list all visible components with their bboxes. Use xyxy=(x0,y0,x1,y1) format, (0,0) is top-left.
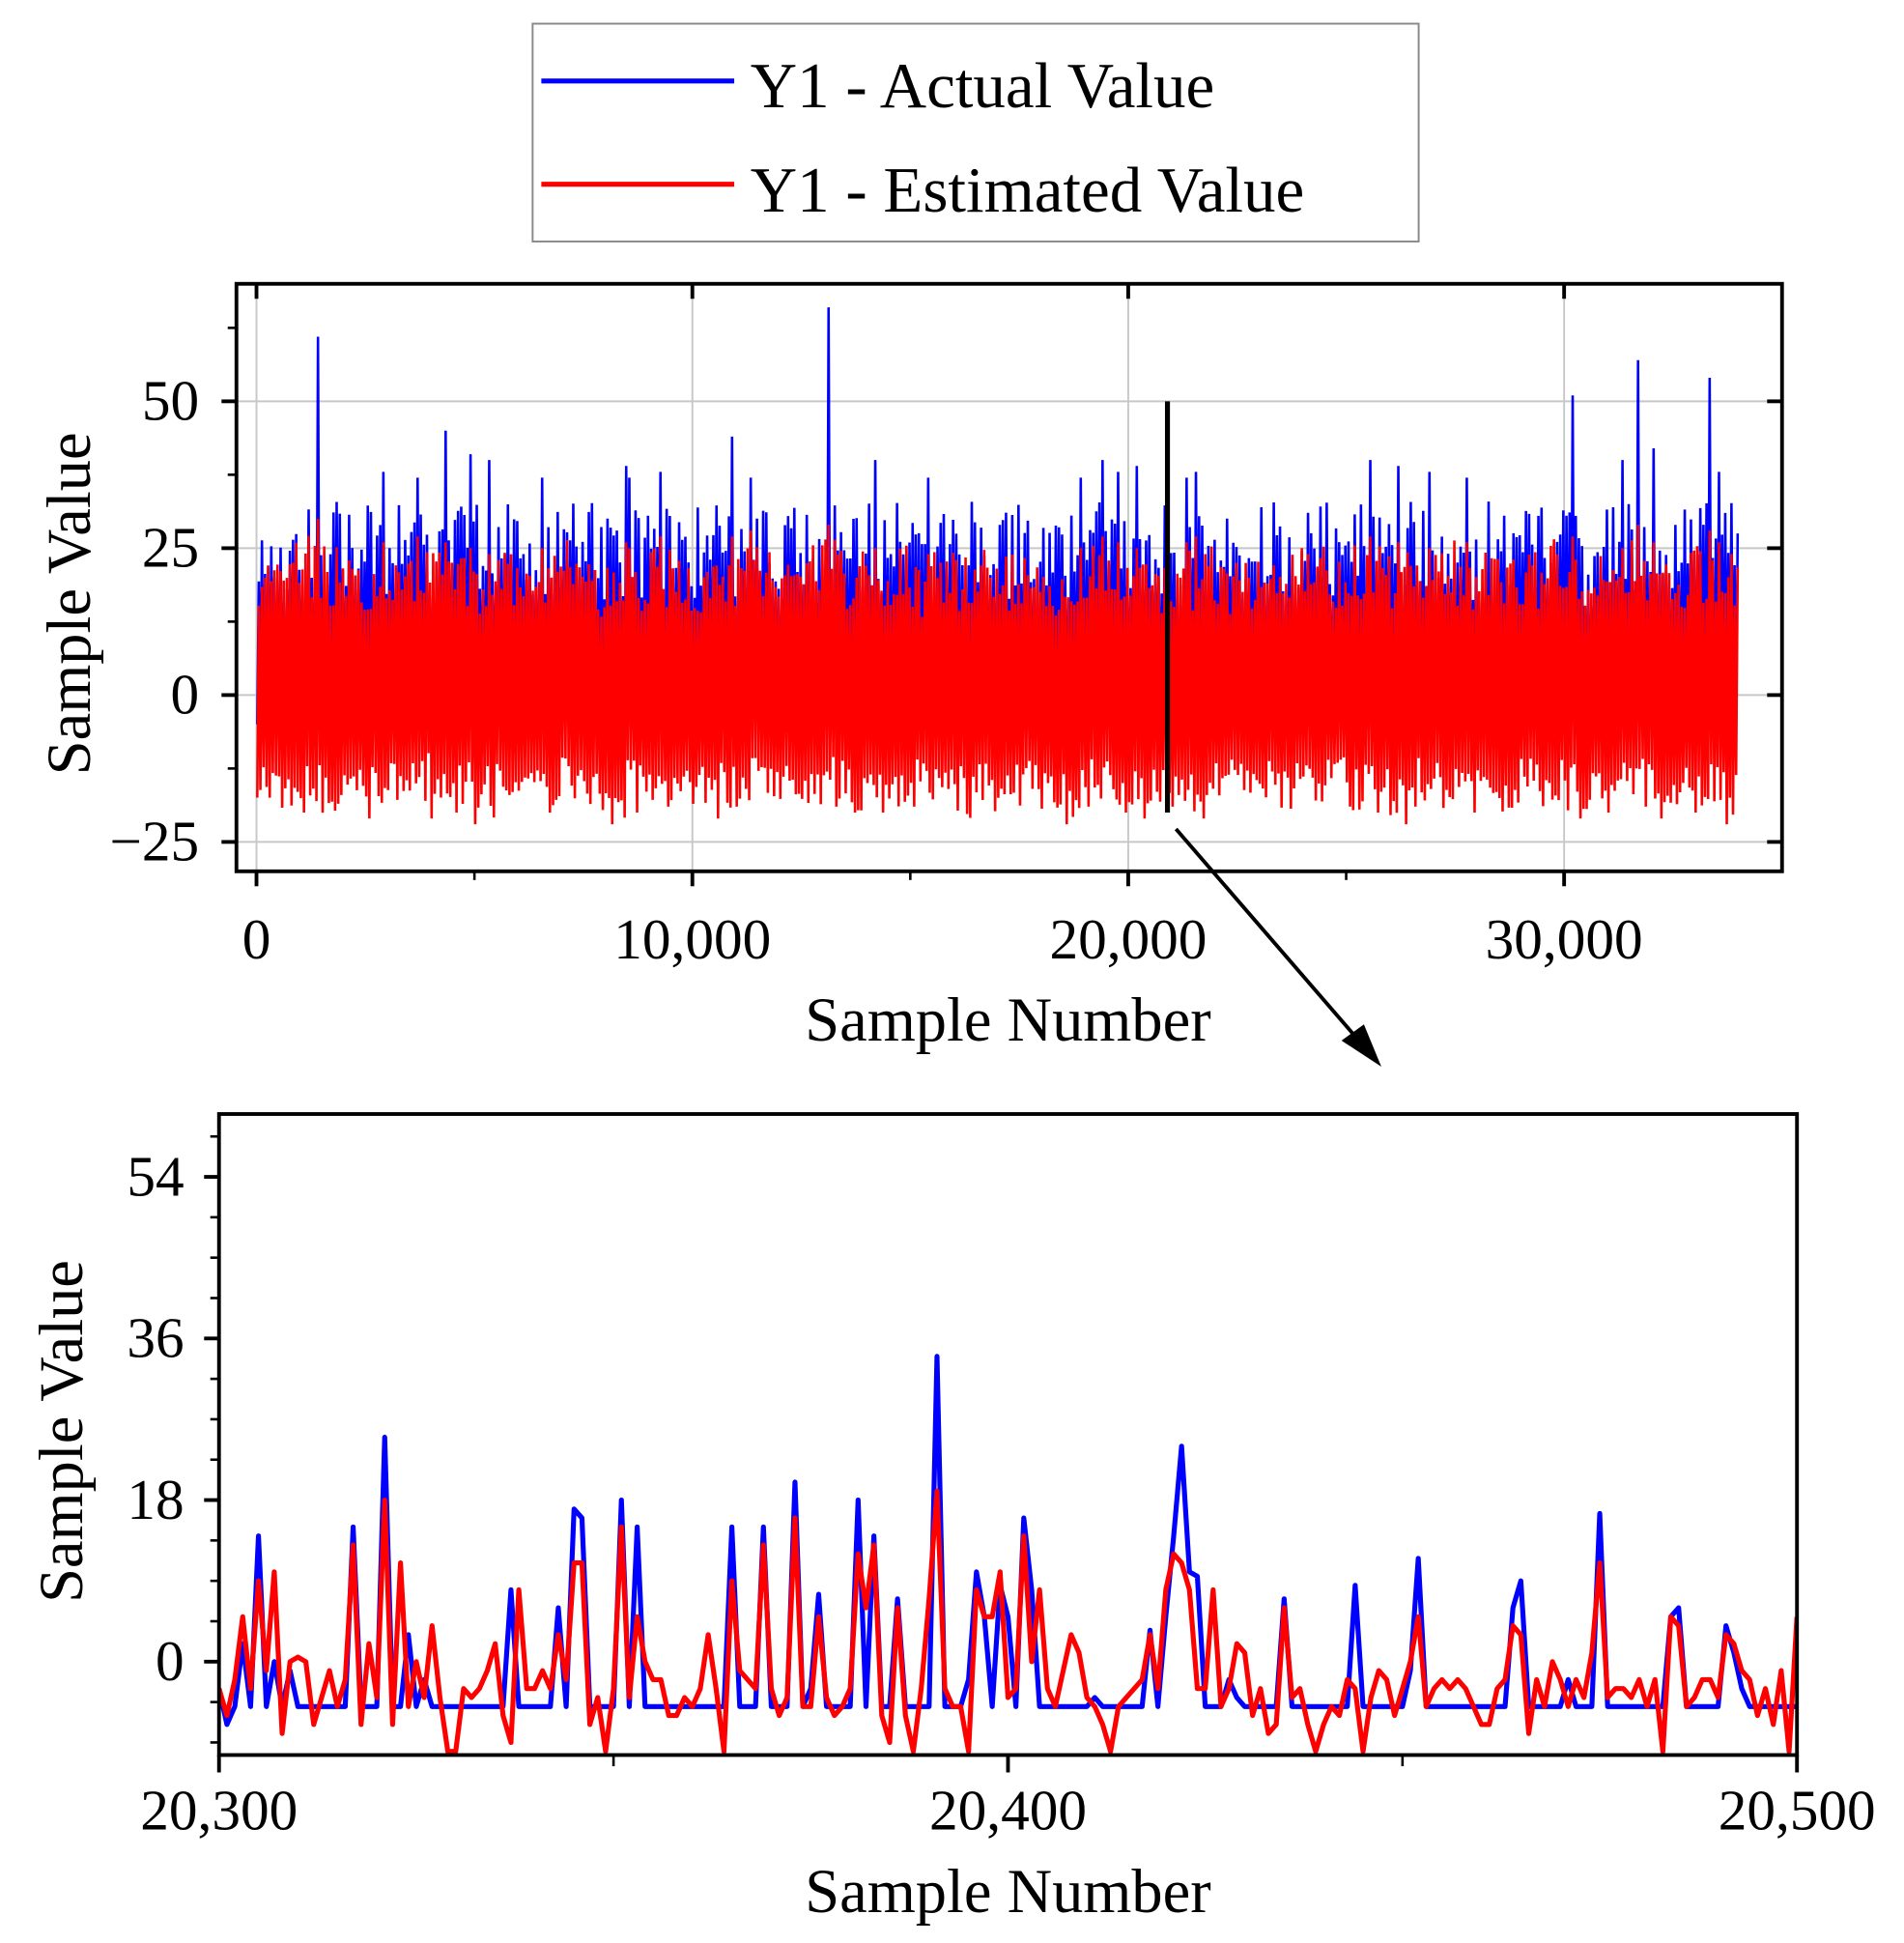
x-tick-label: 20,400 xyxy=(929,1779,1087,1843)
y-tick-label: 0 xyxy=(170,663,199,727)
x-tick-label: 20,300 xyxy=(140,1779,298,1843)
overview-series-estimated xyxy=(256,518,1740,825)
overview-x-axis-title: Sample Number xyxy=(805,986,1210,1054)
legend-label-actual: Y1 - Actual Value xyxy=(751,50,1214,122)
zoomed-y-axis-title: Sample Value xyxy=(27,1260,96,1603)
zoom-arrow xyxy=(1174,827,1381,1068)
legend-label-estimated: Y1 - Estimated Value xyxy=(751,155,1304,226)
legend-box xyxy=(531,22,1420,243)
zoomed-x-axis-title: Sample Number xyxy=(805,1857,1210,1926)
y-tick-label: 54 xyxy=(127,1144,184,1208)
x-tick-label: 0 xyxy=(242,907,271,971)
overview-chart: 0 10,000 20,000 30,000 −25 0 25 50 Sample Numbe… xyxy=(35,281,1784,1054)
y-tick-label: 0 xyxy=(156,1629,185,1693)
arrow-head-icon xyxy=(1341,1024,1381,1068)
y-tick-label: −25 xyxy=(109,810,199,873)
y-tick-label: 25 xyxy=(142,516,199,580)
overview-y-axis-title: Sample Value xyxy=(35,432,103,775)
x-tick-label: 20,000 xyxy=(1049,907,1207,971)
zoomed-series-estimated xyxy=(218,1488,1798,1755)
x-tick-label: 10,000 xyxy=(613,907,771,971)
legend: Y1 - Actual Value Y1 - Estimated Value xyxy=(531,22,1420,243)
y-tick-label: 18 xyxy=(127,1468,184,1531)
y-tick-label: 36 xyxy=(127,1306,184,1370)
y-tick-label: 50 xyxy=(142,369,199,433)
x-tick-label: 30,000 xyxy=(1486,907,1643,971)
overview-ticks: 0 10,000 20,000 30,000 −25 0 25 50 xyxy=(109,283,1782,971)
overview-plot-frame xyxy=(234,281,1784,873)
zoomed-ticks: 20,300 20,400 20,500 0 18 36 54 xyxy=(127,1134,1876,1843)
x-tick-label: 20,500 xyxy=(1719,1779,1876,1843)
